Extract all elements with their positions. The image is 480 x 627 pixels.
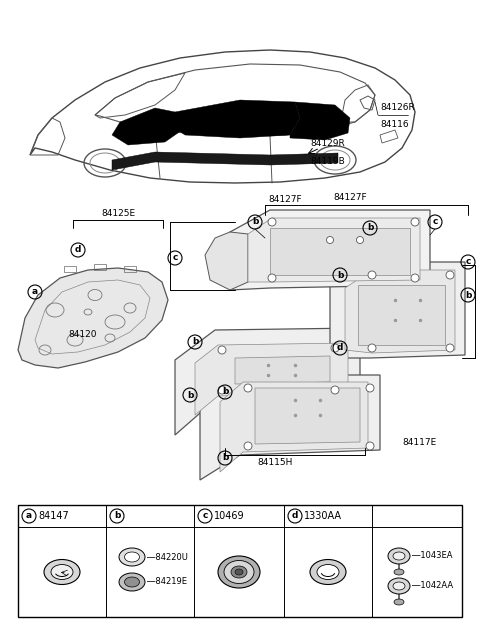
Text: d: d: [337, 344, 343, 352]
Text: ―1043EA: ―1043EA: [412, 552, 453, 561]
Text: d: d: [75, 246, 81, 255]
Text: 84126R: 84126R: [380, 103, 415, 112]
Text: c: c: [172, 253, 178, 263]
Text: 84129R: 84129R: [310, 139, 345, 148]
Circle shape: [366, 384, 374, 392]
Ellipse shape: [224, 561, 254, 584]
Polygon shape: [290, 102, 350, 140]
Text: a: a: [32, 288, 38, 297]
Ellipse shape: [388, 548, 410, 564]
Circle shape: [368, 344, 376, 352]
Ellipse shape: [119, 548, 145, 566]
Polygon shape: [330, 262, 465, 358]
Text: c: c: [432, 218, 438, 226]
Text: 84147: 84147: [38, 511, 69, 521]
Polygon shape: [345, 270, 455, 353]
Text: d: d: [292, 512, 298, 520]
Text: 84127F: 84127F: [333, 193, 367, 202]
Circle shape: [368, 271, 376, 279]
Ellipse shape: [388, 578, 410, 594]
Text: c: c: [202, 512, 208, 520]
Ellipse shape: [310, 559, 346, 584]
Circle shape: [446, 271, 454, 279]
Polygon shape: [230, 210, 430, 290]
Circle shape: [357, 236, 363, 243]
Text: 84117E: 84117E: [402, 438, 436, 447]
Text: 84119B: 84119B: [310, 157, 345, 166]
Ellipse shape: [394, 599, 404, 605]
Ellipse shape: [44, 559, 80, 584]
Text: b: b: [337, 270, 343, 280]
Text: 84125E: 84125E: [101, 209, 135, 218]
Text: 10469: 10469: [214, 511, 245, 521]
Text: b: b: [114, 512, 120, 520]
Text: b: b: [192, 337, 198, 347]
Ellipse shape: [393, 582, 405, 590]
Circle shape: [268, 218, 276, 226]
Text: ―84220U: ―84220U: [147, 552, 188, 562]
Ellipse shape: [51, 564, 73, 579]
Circle shape: [331, 344, 339, 352]
Text: ―1042AA: ―1042AA: [412, 581, 453, 591]
Circle shape: [411, 274, 419, 282]
Polygon shape: [195, 343, 348, 415]
Text: 84120: 84120: [68, 330, 96, 339]
Circle shape: [366, 442, 374, 450]
Bar: [124, 266, 136, 272]
Ellipse shape: [124, 552, 140, 562]
Text: b: b: [252, 218, 258, 226]
Polygon shape: [112, 152, 338, 170]
Bar: [94, 264, 106, 270]
Text: a: a: [26, 512, 32, 520]
Text: b: b: [367, 223, 373, 233]
Text: 84127F: 84127F: [268, 195, 302, 204]
Text: ―84219E: ―84219E: [147, 577, 187, 586]
Polygon shape: [205, 232, 248, 290]
Circle shape: [218, 386, 226, 394]
Circle shape: [268, 274, 276, 282]
Polygon shape: [255, 388, 360, 444]
Circle shape: [411, 218, 419, 226]
Ellipse shape: [317, 564, 339, 579]
Text: 84116: 84116: [380, 120, 408, 129]
Circle shape: [446, 344, 454, 352]
Polygon shape: [200, 375, 380, 480]
Circle shape: [218, 346, 226, 354]
Ellipse shape: [235, 569, 243, 575]
Polygon shape: [235, 356, 330, 384]
Polygon shape: [175, 328, 360, 435]
Polygon shape: [112, 108, 185, 145]
Polygon shape: [358, 285, 445, 345]
Text: b: b: [222, 453, 228, 463]
Ellipse shape: [393, 552, 405, 560]
Text: b: b: [222, 387, 228, 396]
Circle shape: [326, 236, 334, 243]
Bar: [18, 505, 462, 617]
Text: b: b: [465, 290, 471, 300]
Circle shape: [331, 386, 339, 394]
Ellipse shape: [124, 577, 140, 587]
Polygon shape: [248, 218, 420, 282]
Ellipse shape: [218, 556, 260, 588]
Polygon shape: [270, 228, 410, 275]
Polygon shape: [220, 382, 368, 472]
Bar: [64, 266, 76, 272]
Polygon shape: [18, 268, 168, 368]
Circle shape: [244, 384, 252, 392]
Circle shape: [244, 442, 252, 450]
Ellipse shape: [394, 569, 404, 575]
Text: b: b: [187, 391, 193, 399]
Ellipse shape: [119, 573, 145, 591]
Text: 1330AA: 1330AA: [304, 511, 342, 521]
Polygon shape: [175, 100, 300, 138]
Text: c: c: [465, 258, 471, 266]
Text: 84115H: 84115H: [257, 458, 293, 467]
Ellipse shape: [231, 566, 247, 578]
